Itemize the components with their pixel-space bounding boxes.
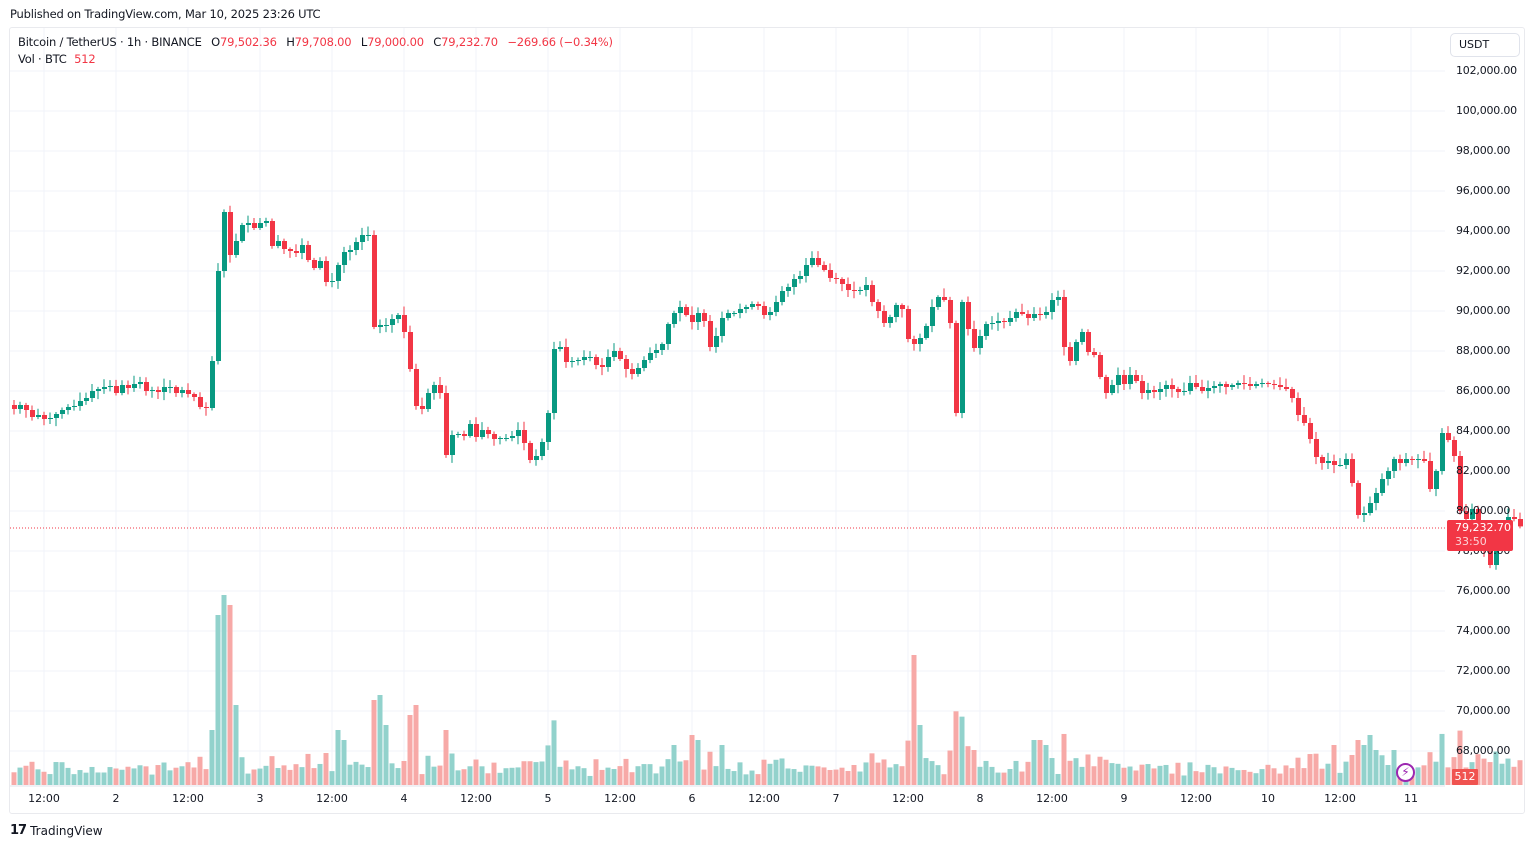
tradingview-logo[interactable]: 17 TradingView [10,823,103,838]
price-tick-label: 86,000.00 [1456,384,1511,397]
tradingview-mark-icon: 17 [10,823,27,838]
time-tick-label: 4 [400,792,408,805]
lightning-icon[interactable]: ⚡ [1396,763,1415,782]
last-price-value: 79,232.70 [1455,521,1511,534]
time-tick-label: 7 [832,792,840,805]
time-tick-label: 12:00 [1036,792,1068,805]
time-tick-label: 9 [1120,792,1128,805]
time-tick-label: 12:00 [892,792,924,805]
volume-value: 512 [74,52,96,66]
price-tick-label: 94,000.00 [1456,224,1511,237]
price-tick-label: 102,000.00 [1456,64,1517,77]
price-tick-label: 84,000.00 [1456,424,1511,437]
price-tick-label: 88,000.00 [1456,344,1511,357]
chart-legend: Bitcoin / TetherUS · 1h · BINANCE O79,50… [18,34,613,68]
price-tick-label: 68,000.00 [1456,744,1511,757]
price-tick-label: 76,000.00 [1456,584,1511,597]
high-label: H [286,35,295,49]
price-tick-label: 72,000.00 [1456,664,1511,677]
close-value: 79,232.70 [441,35,498,49]
last-price-tag: 79,232.70 33:50 [1447,520,1513,551]
time-tick-label: 12:00 [316,792,348,805]
low-value: 79,000.00 [367,35,424,49]
time-tick-label: 5 [544,792,552,805]
time-tick-label: 12:00 [748,792,780,805]
symbol-title[interactable]: Bitcoin / TetherUS · 1h · BINANCE [18,35,202,49]
time-tick-label: 6 [688,792,696,805]
time-tick-label: 2 [112,792,120,805]
price-tick-label: 100,000.00 [1456,104,1517,117]
time-tick-label: 3 [256,792,264,805]
candle-countdown: 33:50 [1455,535,1487,548]
low-label: L [360,35,368,49]
volume-bars [11,595,1523,785]
open-label: O [211,35,221,49]
price-tick-label: 92,000.00 [1456,264,1511,277]
volume-label[interactable]: Vol · BTC [18,52,67,66]
change-value: −269.66 (−0.34%) [507,35,613,49]
volume-row: Vol · BTC 512 [18,51,613,68]
grid-lines [10,28,1445,787]
time-tick-label: 12:00 [1180,792,1212,805]
close-label: C [433,35,442,49]
price-candles [12,205,1523,570]
time-tick-label: 12:00 [28,792,60,805]
volume-badge: 512 [1452,769,1478,785]
time-tick-label: 12:00 [460,792,492,805]
price-tick-label: 70,000.00 [1456,704,1511,717]
price-tick-label: 80,000.00 [1456,504,1511,517]
price-tick-label: 96,000.00 [1456,184,1511,197]
open-value: 79,502.36 [220,35,277,49]
ohlc-row: Bitcoin / TetherUS · 1h · BINANCE O79,50… [18,34,613,51]
chart-frame [9,27,1525,814]
price-tick-label: 82,000.00 [1456,464,1511,477]
time-tick-label: 12:00 [172,792,204,805]
time-tick-label: 11 [1404,792,1418,805]
high-value: 79,708.00 [294,35,352,49]
published-caption: Published on TradingView.com, Mar 10, 20… [10,7,321,21]
time-tick-label: 12:00 [1324,792,1356,805]
time-tick-label: 10 [1261,792,1275,805]
tradingview-logo-text: TradingView [30,823,103,838]
price-tick-label: 90,000.00 [1456,304,1511,317]
time-tick-label: 8 [976,792,984,805]
currency-selector[interactable]: USDT [1450,33,1520,57]
time-tick-label: 12:00 [604,792,636,805]
price-tick-label: 74,000.00 [1456,624,1511,637]
price-tick-label: 98,000.00 [1456,144,1511,157]
